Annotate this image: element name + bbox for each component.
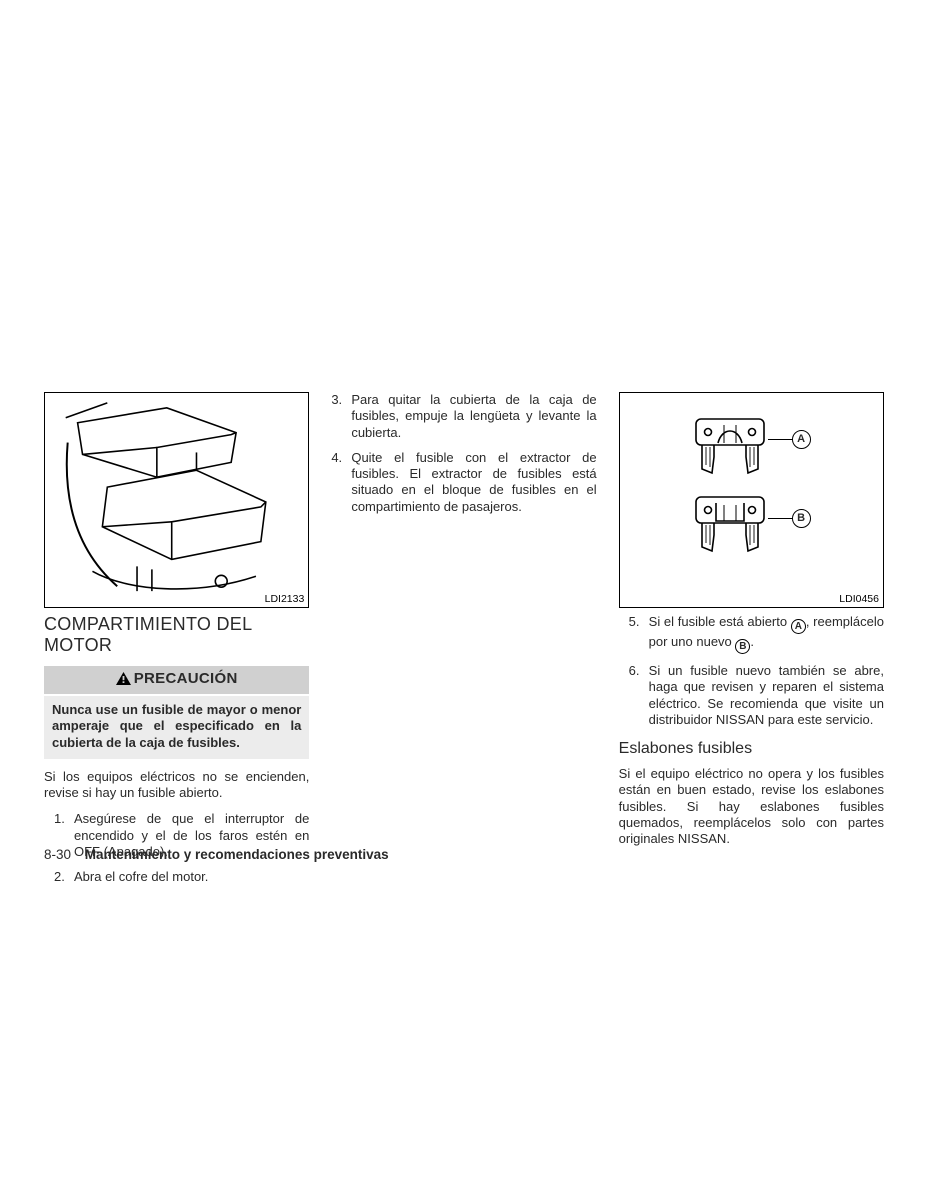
caution-body: Nunca use un fusible de mayor o menor am… (44, 696, 309, 759)
step-number: 4. (331, 450, 351, 515)
step-number: 5. (629, 614, 649, 654)
inline-callout-a: A (791, 619, 806, 634)
page-number: 8-30 (44, 847, 71, 862)
list-item: 3. Para quitar la cubierta de la caja de… (331, 392, 596, 441)
steps-list-col3: 5. Si el fusible está abierto A, reemplá… (619, 614, 884, 728)
leader-line (768, 518, 794, 519)
list-item: 4. Quite el fusible con el extractor de … (331, 450, 596, 515)
list-item: 5. Si el fusible está abierto A, reemplá… (629, 614, 884, 654)
step-number: 6. (629, 663, 649, 728)
callout-a: A (792, 430, 811, 449)
chapter-title: Mantenimiento y recomendaciones preventi… (85, 847, 389, 862)
fuse-b-icon (694, 495, 766, 553)
figure-engine-compartment: LDI2133 (44, 392, 309, 608)
sub-body-text: Si el equipo eléctrico no opera y los fu… (619, 766, 884, 847)
caution-banner: PRECAUCIÓN (44, 666, 309, 694)
text-part: . (750, 634, 754, 649)
step-text: Si el fusible está abierto A, reemplácel… (649, 614, 884, 654)
figure-id: LDI0456 (839, 593, 879, 605)
column-2: 3. Para quitar la cubierta de la caja de… (331, 392, 596, 894)
text-part: Si el fusible está abierto (649, 614, 791, 629)
engine-diagram-icon (45, 393, 308, 607)
step-text: Para quitar la cubierta de la caja de fu… (351, 392, 596, 441)
leader-line (768, 439, 794, 440)
step-number: 2. (54, 869, 74, 885)
section-heading: COMPARTIMIENTO DEL MOTOR (44, 614, 309, 656)
column-3: A B (619, 392, 884, 894)
list-item: 6. Si un fusible nuevo también se abre, … (629, 663, 884, 728)
figure-id: LDI2133 (265, 593, 305, 605)
caution-label: PRECAUCIÓN (134, 670, 238, 687)
fuse-a-icon (694, 417, 766, 475)
list-item: 2. Abra el cofre del motor. (54, 869, 309, 885)
step-text: Quite el fusible con el extractor de fus… (351, 450, 596, 515)
figure-fuses: A B (619, 392, 884, 608)
column-1: LDI2133 COMPARTIMIENTO DEL MOTOR PRECAUC… (44, 392, 309, 894)
page-footer: 8-30 Mantenimiento y recomendaciones pre… (44, 847, 389, 862)
steps-list-col2: 3. Para quitar la cubierta de la caja de… (331, 392, 596, 515)
page-columns: LDI2133 COMPARTIMIENTO DEL MOTOR PRECAUC… (44, 392, 884, 894)
step-number: 3. (331, 392, 351, 441)
step-text: Si un fusible nuevo también se abre, hag… (649, 663, 884, 728)
caution-text: Nunca use un fusible de mayor o menor am… (52, 702, 301, 751)
sub-heading: Eslabones fusibles (619, 740, 884, 758)
callout-b: B (792, 509, 811, 528)
inline-callout-b: B (735, 639, 750, 654)
intro-text: Si los equipos eléctricos no se enciende… (44, 769, 309, 802)
warning-icon (116, 672, 131, 690)
step-text: Abra el cofre del motor. (74, 869, 309, 885)
